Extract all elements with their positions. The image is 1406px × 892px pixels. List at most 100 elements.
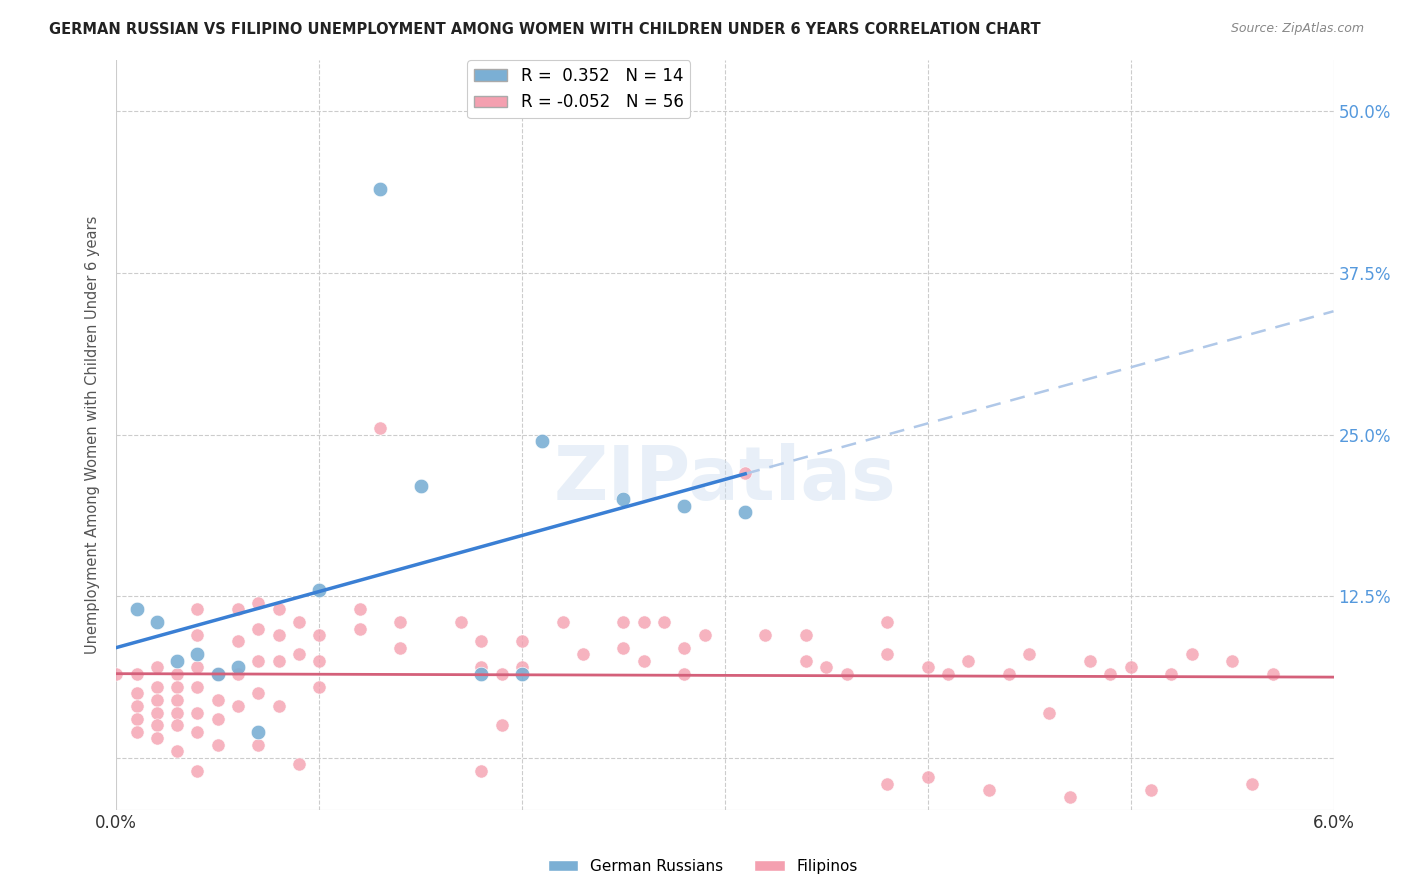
Point [876,648,898,662]
Point [1018,648,1040,662]
Point [1078,654,1101,668]
Legend: R =  0.352   N = 14, R = -0.052   N = 56: R = 0.352 N = 14, R = -0.052 N = 56 [467,61,690,118]
Point [734,505,756,519]
Point [794,628,817,642]
Point [247,686,270,700]
Point [1261,666,1284,681]
Point [247,725,270,739]
Point [633,654,655,668]
Point [633,615,655,629]
Point [470,660,492,674]
Point [186,602,208,616]
Point [1099,666,1122,681]
Point [917,770,939,784]
Point [1241,777,1264,791]
Point [166,718,188,732]
Point [186,725,208,739]
Point [1119,660,1142,674]
Point [288,757,311,772]
Point [267,628,290,642]
Point [734,467,756,481]
Point [105,666,128,681]
Point [450,615,472,629]
Point [409,479,432,493]
Point [226,699,249,714]
Point [491,666,513,681]
Point [288,648,311,662]
Point [998,666,1021,681]
Point [349,602,371,616]
Text: ZIPatlas: ZIPatlas [554,443,896,516]
Point [551,615,574,629]
Point [125,712,148,726]
Point [207,666,229,681]
Point [510,660,533,674]
Point [1140,783,1163,797]
Point [207,666,229,681]
Point [368,421,391,435]
Point [186,628,208,642]
Point [146,615,169,629]
Point [936,666,959,681]
Point [491,718,513,732]
Point [247,622,270,636]
Point [186,660,208,674]
Point [125,602,148,616]
Point [146,731,169,746]
Point [146,660,169,674]
Point [207,692,229,706]
Point [125,666,148,681]
Point [207,738,229,752]
Point [957,654,980,668]
Point [308,680,330,694]
Point [267,699,290,714]
Point [794,654,817,668]
Point [186,764,208,778]
Point [917,660,939,674]
Point [308,628,330,642]
Point [673,666,696,681]
Point [226,660,249,674]
Point [226,634,249,648]
Point [693,628,716,642]
Point [166,744,188,758]
Point [754,628,776,642]
Point [815,660,838,674]
Point [166,680,188,694]
Point [166,666,188,681]
Point [267,602,290,616]
Point [125,699,148,714]
Point [572,648,595,662]
Point [247,738,270,752]
Point [876,777,898,791]
Point [226,602,249,616]
Point [389,615,412,629]
Point [125,686,148,700]
Point [146,718,169,732]
Point [510,666,533,681]
Point [308,654,330,668]
Point [835,666,858,681]
Point [267,654,290,668]
Point [612,640,634,655]
Point [673,499,696,513]
Point [1180,648,1202,662]
Point [146,706,169,720]
Point [1160,666,1182,681]
Point [207,712,229,726]
Point [1038,706,1060,720]
Point [1220,654,1243,668]
Legend: German Russians, Filipinos: German Russians, Filipinos [541,853,865,880]
Point [977,783,1000,797]
Point [368,182,391,196]
Point [652,615,675,629]
Point [470,634,492,648]
Point [186,706,208,720]
Point [470,764,492,778]
Point [166,692,188,706]
Point [186,680,208,694]
Point [308,582,330,597]
Point [146,692,169,706]
Point [288,615,311,629]
Point [186,648,208,662]
